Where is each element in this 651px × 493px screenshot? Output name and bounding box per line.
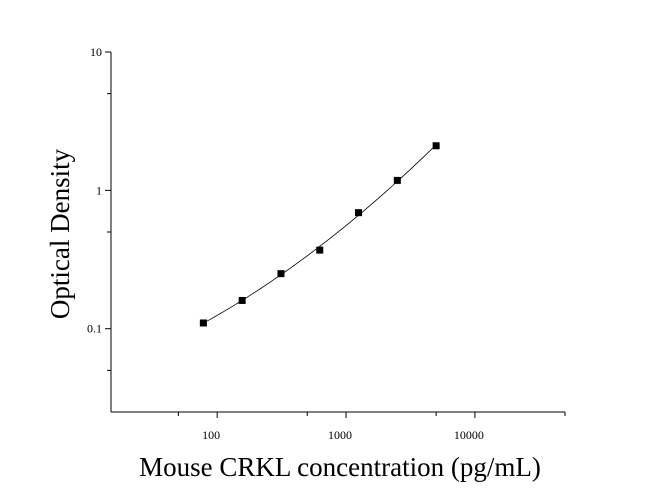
data-point-0 (199, 319, 207, 327)
data-point-5 (393, 176, 401, 184)
tick-labels: 100 1000 10000 0.1 1 10 (87, 45, 484, 442)
data-point-4 (355, 209, 363, 217)
data-point-6 (432, 142, 440, 150)
x-tick-label-0: 100 (202, 428, 220, 442)
fit-curve (203, 144, 437, 324)
ticks (105, 51, 566, 418)
x-axis-title: Mouse CRKL concentration (pg/mL) (139, 452, 541, 482)
data-point-1 (238, 296, 246, 304)
y-tick-label-0: 0.1 (87, 322, 102, 336)
x-tick-label-1: 1000 (328, 428, 352, 442)
y-axis-title: Optical Density (45, 148, 75, 319)
data-point-3 (316, 246, 324, 254)
data-point-2 (277, 270, 285, 278)
y-tick-label-2: 10 (90, 45, 102, 59)
y-tick-label-1: 1 (96, 183, 102, 197)
data-points (199, 142, 440, 327)
x-tick-label-2: 10000 (454, 428, 484, 442)
